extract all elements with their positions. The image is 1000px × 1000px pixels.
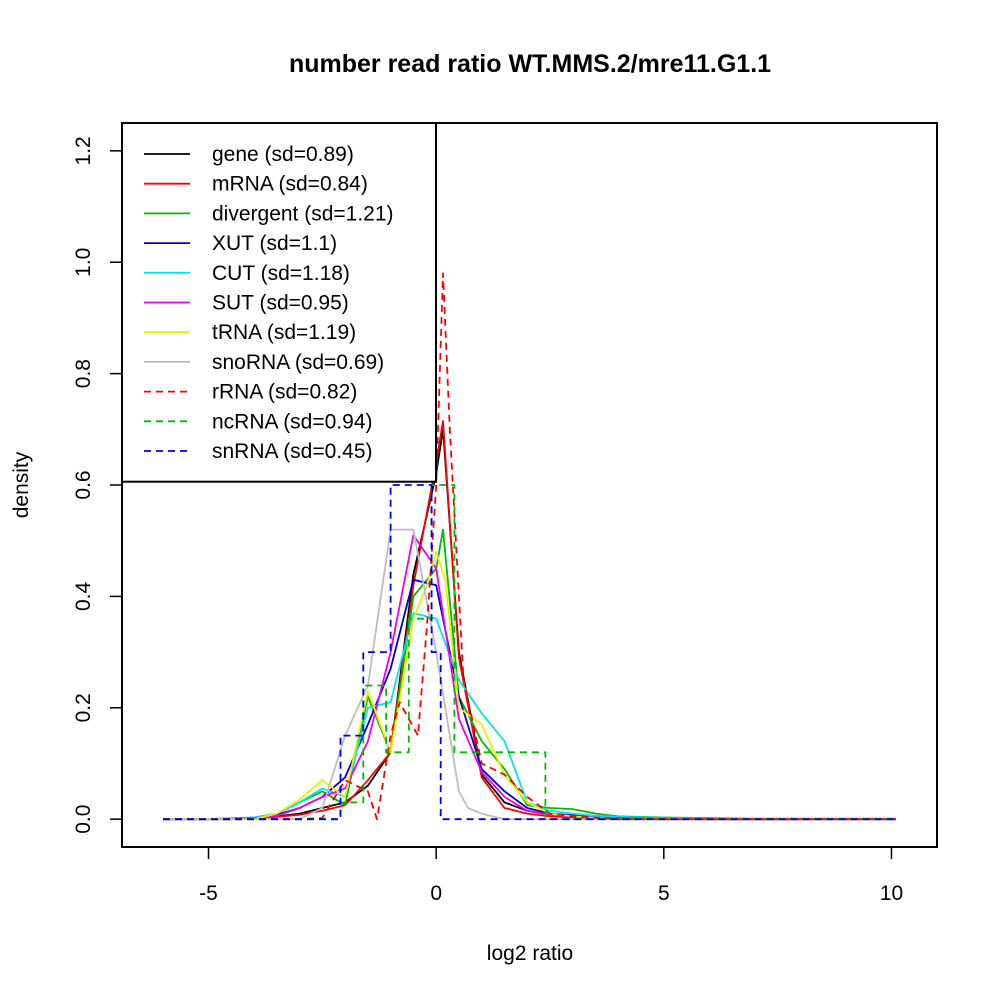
series-line-divergent <box>163 528 896 821</box>
y-tick-label: 0.6 <box>72 470 95 499</box>
y-axis-label: density <box>10 451 33 518</box>
x-tick-label: 0 <box>430 882 442 905</box>
series-line-rrna <box>163 272 896 821</box>
x-tick-label: 5 <box>658 882 670 905</box>
legend-label: ncRNA (sd=0.94) <box>212 410 373 433</box>
series-line-gene <box>163 428 896 821</box>
legend-label: snRNA (sd=0.45) <box>212 440 373 463</box>
y-tick-label: 1.0 <box>72 248 95 277</box>
series-line-snorna <box>163 528 896 821</box>
legend-label: snoRNA (sd=0.69) <box>212 351 384 374</box>
legend-label: divergent (sd=1.21) <box>212 202 394 225</box>
legend-label: XUT (sd=1.1) <box>212 232 337 255</box>
x-tick-label: -5 <box>199 882 218 905</box>
legend-label: CUT (sd=1.18) <box>212 262 350 285</box>
y-tick-label: 0.4 <box>72 581 95 611</box>
series-line-cut <box>163 612 896 821</box>
legend-label: mRNA (sd=0.84) <box>212 173 368 196</box>
x-axis-label: log2 ratio <box>487 942 573 965</box>
legend-label: rRNA (sd=0.82) <box>212 381 357 404</box>
x-tick-label: 10 <box>880 882 903 905</box>
legend-label: SUT (sd=0.95) <box>212 292 349 315</box>
y-tick-label: 0.2 <box>72 693 95 722</box>
y-tick-label: 1.2 <box>72 136 95 165</box>
series-layer <box>163 272 896 821</box>
series-line-sut <box>163 534 896 821</box>
chart-title: number read ratio WT.MMS.2/mre11.G1.1 <box>289 50 771 78</box>
series-line-ncrna <box>163 484 896 821</box>
axes-layer: -5 0 5 10 0.0 0.2 0.4 0.6 0.8 1.0 1.2 <box>72 136 903 905</box>
series-line-xut <box>163 578 896 821</box>
legend-label: gene (sd=0.89) <box>212 143 354 166</box>
y-tick-label: 0.8 <box>72 359 95 388</box>
y-tick-label: 0.0 <box>72 805 95 834</box>
legend: gene (sd=0.89) mRNA (sd=0.84) divergent (s… <box>121 122 437 483</box>
legend-label: tRNA (sd=1.19) <box>212 321 356 344</box>
series-line-snrna <box>163 484 896 821</box>
series-line-trna <box>163 550 896 821</box>
